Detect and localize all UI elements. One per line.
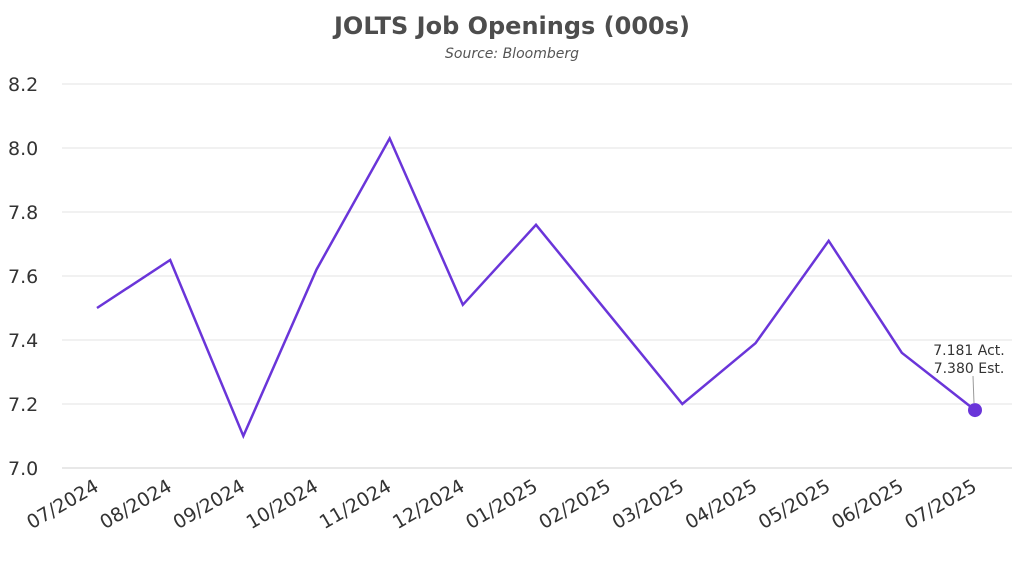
y-tick-label: 8.0: [8, 138, 38, 160]
x-tick-label: 03/2025: [608, 475, 687, 534]
x-tick-label: 11/2024: [316, 475, 395, 534]
latest-data-point: [968, 403, 982, 418]
chart-title: JOLTS Job Openings (000s): [332, 12, 690, 40]
y-tick-label: 7.6: [8, 266, 38, 288]
grid-layer: [62, 83, 1012, 469]
annotation-estimate-value: 7.380 Est.: [934, 361, 1005, 377]
y-tick-label: 7.8: [8, 202, 38, 224]
x-tick-label: 07/2025: [901, 475, 980, 534]
x-tick-label: 12/2024: [389, 475, 468, 534]
chart-subtitle: Source: Bloomberg: [445, 46, 579, 62]
y-tick-label: 7.4: [8, 330, 38, 352]
x-tick-label: 01/2025: [462, 475, 541, 534]
x-tick-label: 02/2025: [535, 475, 614, 534]
x-tick-label: 10/2024: [243, 475, 322, 534]
x-tick-label: 09/2024: [169, 475, 248, 534]
annotation-layer: 7.181 Act. 7.380 Est.: [933, 343, 1005, 404]
y-axis-labels: 7.0 7.2 7.4 7.6 7.8 8.0 8.2: [8, 74, 38, 480]
annotation-leader-line: [972, 376, 975, 404]
y-tick-label: 7.0: [8, 458, 38, 480]
x-tick-label: 05/2025: [755, 475, 834, 534]
y-tick-label: 7.2: [8, 394, 38, 416]
annotation-actual-value: 7.181 Act.: [933, 343, 1005, 359]
y-tick-label: 8.2: [8, 74, 38, 96]
x-tick-label: 04/2025: [682, 475, 761, 534]
x-tick-label: 06/2025: [828, 475, 907, 534]
series-line: [96, 135, 976, 440]
x-axis-labels: 07/202408/202409/202410/202411/202412/20…: [23, 475, 980, 534]
series-layer: [96, 135, 982, 440]
x-tick-label: 08/2024: [96, 475, 175, 534]
x-tick-label: 07/2024: [23, 475, 102, 534]
